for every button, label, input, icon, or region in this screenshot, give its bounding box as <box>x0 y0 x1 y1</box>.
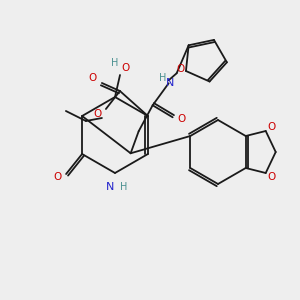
Text: O: O <box>94 109 102 119</box>
Text: O: O <box>268 172 276 182</box>
Text: O: O <box>177 64 185 74</box>
Text: O: O <box>53 172 61 182</box>
Text: N: N <box>166 78 174 88</box>
Text: O: O <box>121 63 129 73</box>
Text: H: H <box>120 182 128 192</box>
Text: O: O <box>178 114 186 124</box>
Text: N: N <box>106 182 114 192</box>
Text: H: H <box>159 73 166 83</box>
Text: H: H <box>111 58 119 68</box>
Text: O: O <box>89 73 97 83</box>
Text: O: O <box>268 122 276 132</box>
